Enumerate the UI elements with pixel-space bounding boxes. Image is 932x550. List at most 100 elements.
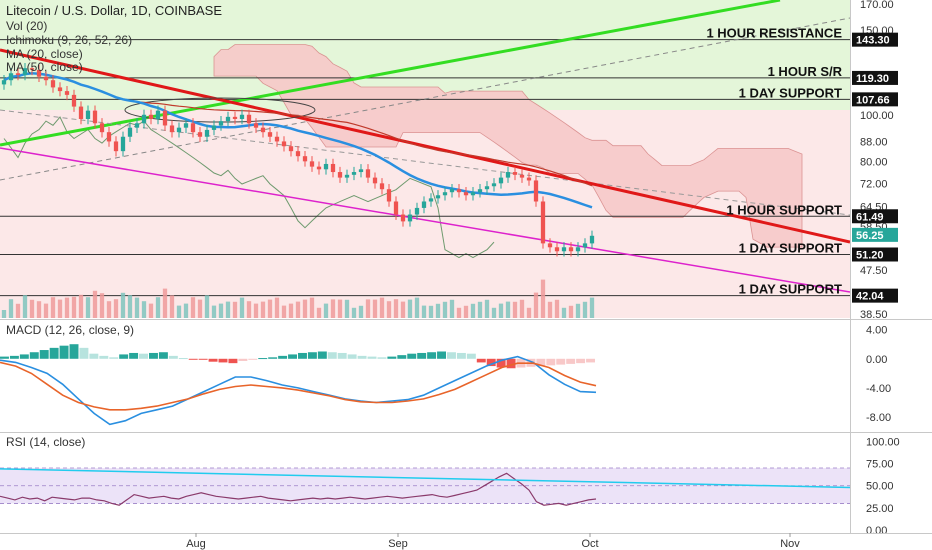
time-tick-label: Oct [581, 538, 598, 550]
candle-body [155, 110, 161, 119]
price-axis[interactable]: 170.00150.00143.30119.30107.66100.0088.0… [852, 0, 900, 537]
level-label-5: 1 DAY SUPPORT [739, 282, 842, 297]
macd-histogram-bar [447, 352, 456, 359]
price-tag-badge [852, 32, 898, 47]
volume-bar [211, 305, 217, 318]
macd-histogram-bar [178, 358, 188, 360]
macd-histogram-bar [317, 351, 327, 359]
candle-body [246, 114, 252, 124]
candle-body [533, 180, 539, 202]
candle-body [372, 177, 378, 184]
volume-bar [85, 297, 91, 318]
candle-body [365, 169, 371, 178]
macd-pane[interactable] [0, 344, 597, 426]
rsi-pane[interactable] [0, 467, 850, 506]
candle-body [358, 169, 364, 173]
volume-bar [484, 299, 490, 318]
volume-bar [64, 297, 70, 318]
candle-body [568, 247, 574, 252]
time-axis[interactable]: Aug Sep Oct Nov [186, 533, 800, 550]
candle-body [36, 69, 42, 77]
macd-histogram-bar [109, 357, 119, 359]
macd-histogram-bar [437, 351, 447, 359]
candle-body [134, 123, 140, 128]
rsi-line [0, 472, 597, 506]
dashed-parallel [0, 17, 850, 181]
indicator-ma20-label[interactable]: MA (20, close) [6, 47, 83, 61]
volume-bar [253, 303, 259, 318]
price-pane[interactable]: 1 HOUR RESISTANCE 1 HOUR S/R 1 DAY SUPPORT… [0, 0, 850, 318]
price-tag: 143.30 [856, 35, 890, 47]
macd-histogram-bar [218, 358, 228, 363]
dashed-parallel-2 [0, 109, 850, 216]
candle-body [414, 207, 420, 215]
price-tag: 42.04 [856, 291, 884, 303]
volume-bar [127, 295, 133, 318]
macd-histogram-bar [298, 352, 307, 359]
volume-bar [134, 297, 140, 318]
macd-histogram-bar [99, 355, 109, 359]
candle-body [463, 192, 469, 196]
macd-histogram-bar [536, 358, 546, 367]
volume-bar [540, 279, 546, 318]
macd-histogram-bar [278, 355, 288, 359]
level-labels: 1 HOUR RESISTANCE 1 HOUR S/R 1 DAY SUPPORT… [706, 26, 842, 297]
indicator-volume-label[interactable]: Vol (20) [6, 19, 47, 33]
candle-body [428, 198, 434, 202]
volume-bar [155, 297, 161, 318]
macd-histogram-bar [466, 353, 476, 359]
macd-histogram-bar [238, 358, 248, 361]
candle-body [57, 87, 63, 92]
volume-bar [589, 297, 595, 318]
candle-body [498, 177, 504, 184]
volume-bar [582, 301, 588, 318]
candle-body [519, 174, 525, 178]
macd-histogram-bar [456, 352, 466, 359]
volume-bar [379, 297, 385, 318]
candle-body [169, 125, 175, 133]
macd-histogram-bar [496, 358, 506, 368]
macd-histogram-bar [198, 358, 208, 360]
volume-bar [414, 297, 420, 318]
macd-lines [0, 355, 597, 426]
macd-histogram-bar [288, 354, 298, 359]
volume-bar [106, 301, 112, 318]
macd-histogram-bar [407, 353, 417, 359]
candle-body [92, 110, 98, 124]
volume-bar [316, 307, 322, 318]
macd-histogram-bar [556, 358, 566, 365]
volume-bar [568, 305, 574, 318]
red-trendline [0, 48, 850, 244]
price-tag: 61.49 [856, 211, 884, 223]
volume-bar [225, 301, 231, 318]
magenta-trendline [0, 147, 850, 293]
candle-body [302, 156, 308, 162]
volume-bar [449, 299, 455, 318]
indicator-ma50-label[interactable]: MA (50, close) [6, 60, 83, 74]
candle-body [470, 192, 476, 196]
volume-bars [1, 279, 595, 318]
candle-body [113, 141, 119, 152]
macd-histogram-bar [39, 350, 49, 359]
candle-body [337, 172, 343, 178]
volume-bar [281, 305, 287, 318]
macd-histogram-bar [248, 358, 258, 360]
macd-tick-label: 4.00 [866, 325, 887, 337]
price-tag-badge [852, 288, 898, 303]
price-tag-badge [852, 209, 898, 224]
indicator-ichimoku-label[interactable]: Ichimoku (9, 26, 52, 26) [6, 33, 132, 47]
candle-body [435, 195, 441, 199]
volume-bar [491, 307, 497, 318]
volume-bar [113, 299, 119, 318]
volume-bar [533, 292, 539, 318]
volume-bar [197, 299, 203, 318]
symbol-title: Litecoin / U.S. Dollar, 1D, COINBASE [6, 3, 222, 18]
volume-bar [8, 299, 14, 318]
macd-histogram-bar [327, 352, 337, 359]
rsi-lines [0, 467, 850, 506]
candle-body [127, 127, 133, 137]
candle-body [491, 183, 497, 187]
candle-body [211, 125, 217, 130]
time-tick-label: Sep [388, 538, 408, 550]
